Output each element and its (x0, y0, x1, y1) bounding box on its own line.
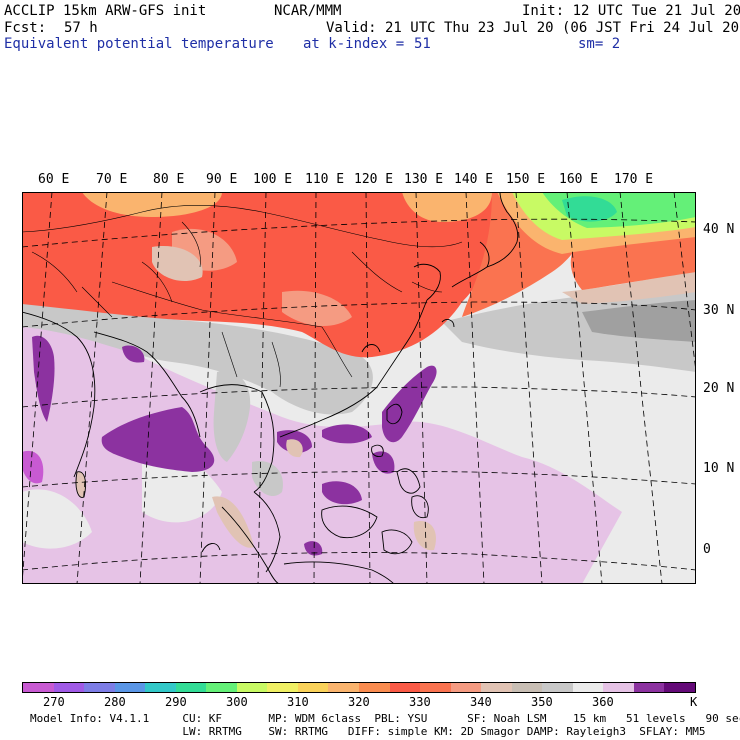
colorbar-swatch (114, 683, 146, 692)
lon-label: 70 E (96, 172, 128, 187)
field-name: Equivalent potential temperature (4, 36, 274, 52)
colorbar-tick: 330 (409, 695, 431, 709)
level-label: at k-index = (303, 36, 405, 52)
forecast-label: Fcst: (4, 20, 47, 36)
lon-label: 110 E (305, 172, 345, 187)
continental-warm-patch (152, 246, 203, 282)
high-theta-e-region (22, 450, 44, 484)
init-time: Init: 12 UTC Tue 21 Jul 20 (522, 3, 740, 19)
colorbar-swatch (572, 683, 604, 692)
colorbar-swatch (664, 683, 696, 692)
colorbar-swatch (145, 683, 176, 692)
colorbar-swatch (603, 683, 634, 692)
colorbar-tick: 270 (43, 695, 65, 709)
tropical-gray-patch (22, 489, 92, 549)
lat-label: 40 N (703, 222, 735, 237)
colorbar (22, 682, 696, 693)
model-title: ACCLIP 15km ARW-GFS init (4, 3, 207, 19)
colorbar-swatch (511, 683, 543, 692)
land-mask (75, 471, 86, 498)
lat-label: 20 N (703, 381, 735, 396)
continental-warm-patch (402, 192, 492, 222)
graticule (22, 192, 696, 584)
colorbar-swatch (420, 683, 451, 692)
colorbar-swatch (267, 683, 298, 692)
lon-label: 170 E (614, 172, 654, 187)
lon-label: 140 E (454, 172, 494, 187)
colorbar-tick: 350 (531, 695, 553, 709)
lon-label: 120 E (354, 172, 394, 187)
model-info-line1: Model Info: V4.1.1 CU: KF MP: WDM 6class… (30, 712, 740, 725)
continental-warm-patch (82, 192, 222, 217)
land-mask (213, 371, 251, 462)
colorbar-swatch (23, 683, 54, 692)
colorbar-tick: 360 (592, 695, 614, 709)
colorbar-swatch (175, 683, 207, 692)
lon-label: 80 E (153, 172, 185, 187)
colorbar-swatch (542, 683, 573, 692)
lat-label: 10 N (703, 461, 735, 476)
land-mask (286, 439, 303, 458)
land-mask (413, 521, 436, 551)
lon-label: 90 E (206, 172, 238, 187)
continental-warm-region (22, 192, 496, 358)
colorbar-swatch (481, 683, 512, 692)
high-theta-e-region (322, 424, 372, 444)
lon-label: 160 E (559, 172, 599, 187)
high-theta-e-region (101, 407, 215, 472)
colorbar-tick: 340 (470, 695, 492, 709)
high-theta-e-region (322, 481, 362, 505)
subtropical-band (22, 302, 373, 415)
subtropical-band (582, 300, 696, 342)
colorbar-swatch (328, 683, 360, 692)
continental-warm-patch (282, 290, 352, 327)
colorbar-tick: 290 (165, 695, 187, 709)
colorbar-swatch (297, 683, 329, 692)
cool-northeast-region (562, 196, 617, 222)
forecast-hour: 57 h (64, 20, 98, 36)
high-theta-e-region (122, 345, 145, 363)
colorbar-tick: 310 (287, 695, 309, 709)
colorbar-unit: K (690, 695, 698, 709)
high-theta-e-region (304, 541, 323, 556)
lon-label: 60 E (38, 172, 70, 187)
colorbar-tick: 300 (226, 695, 248, 709)
smoothing-label: sm= 2 (578, 36, 621, 52)
lat-label: 0 (703, 542, 711, 557)
high-theta-e-region (32, 335, 55, 422)
country-borders (22, 204, 463, 388)
lon-label: 130 E (404, 172, 444, 187)
subtropical-band (562, 270, 696, 304)
valid-time: Valid: 21 UTC Thu 23 Jul 20 (06 JST Fri … (326, 20, 740, 36)
colorbar-swatch (206, 683, 237, 692)
colorbar-swatch (633, 683, 665, 692)
colorbar-tick: 320 (348, 695, 370, 709)
lon-label: 100 E (253, 172, 293, 187)
model-info-line2: LW: RRTMG SW: RRTMG DIFF: simple KM: 2D … (30, 725, 706, 738)
colorbar-swatch (53, 683, 85, 692)
colorbar-swatch (389, 683, 421, 692)
lon-label: 150 E (506, 172, 546, 187)
center-label: NCAR/MMM (274, 3, 342, 19)
land-mask (212, 496, 254, 548)
colorbar-swatch (450, 683, 482, 692)
colorbar-swatch (84, 683, 115, 692)
colorbar-swatch (359, 683, 390, 692)
coastlines (22, 192, 519, 584)
level-value: 51 (414, 36, 431, 52)
lat-label: 30 N (703, 303, 735, 318)
theta-e-map (22, 192, 696, 584)
colorbar-swatch (236, 683, 268, 692)
colorbar-tick: 280 (104, 695, 126, 709)
